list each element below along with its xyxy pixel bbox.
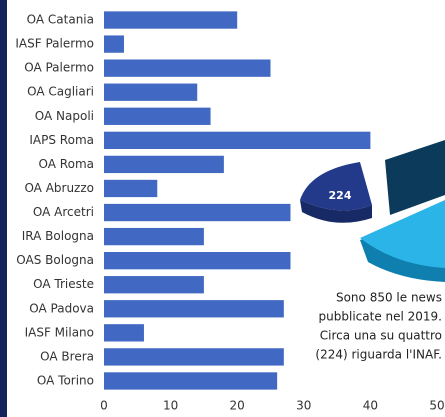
bar	[104, 300, 284, 318]
y-tick-label: OA Cagliari	[27, 85, 94, 99]
y-tick-label: IASF Palermo	[15, 37, 94, 51]
x-tick-label: 10	[163, 399, 178, 413]
note-line: Sono 850 le news	[336, 291, 442, 305]
note-line: Circa una su quattro	[320, 329, 442, 343]
bar	[104, 324, 144, 342]
y-tick-label: OA Padova	[29, 301, 94, 315]
note-line: pubblicate nel 2019.	[319, 310, 442, 324]
bar	[104, 35, 124, 53]
y-tick-label: OAS Bologna	[16, 253, 94, 267]
y-tick-label: OA Torino	[37, 373, 94, 387]
bar	[104, 276, 204, 294]
bar	[104, 203, 291, 222]
y-tick-label: OA Palermo	[24, 61, 94, 75]
bar	[104, 131, 371, 150]
bar	[104, 59, 271, 77]
y-tick-label: OA Trieste	[33, 277, 94, 291]
y-tick-label: IASF Milano	[25, 325, 94, 339]
x-tick-label: 20	[230, 399, 245, 413]
border	[0, 0, 7, 417]
bar	[104, 107, 211, 125]
y-tick-label: OA Catania	[27, 13, 94, 27]
y-tick-label: IRA Bologna	[22, 229, 94, 243]
bar	[104, 348, 284, 366]
y-tick-label: OA Arcetri	[33, 205, 94, 219]
pie-top	[360, 200, 445, 268]
x-tick-label: 40	[363, 399, 378, 413]
pie-slice-side	[300, 200, 372, 223]
pie-slice-dark	[385, 140, 445, 215]
x-tick-label: 0	[100, 399, 108, 413]
pie-slice-224	[300, 162, 372, 211]
bar	[104, 372, 278, 390]
y-tick-label: OA Roma	[39, 157, 94, 171]
bar	[104, 251, 291, 270]
bar	[104, 155, 224, 174]
x-tick-label: 50	[429, 399, 444, 413]
y-tick-label: OA Abruzzo	[24, 181, 94, 195]
pie-label: 224	[329, 189, 352, 202]
y-tick-label: OA Brera	[40, 349, 94, 363]
bar	[104, 83, 198, 101]
note-line: (224) riguarda l'INAF.	[315, 348, 442, 362]
bar	[104, 179, 158, 198]
y-tick-label: OA Napoli	[35, 109, 94, 123]
bar	[104, 227, 204, 246]
pie-decoration	[300, 140, 445, 282]
x-tick-label: 30	[296, 399, 311, 413]
y-tick-label: IAPS Roma	[29, 133, 94, 147]
bar	[104, 11, 238, 29]
